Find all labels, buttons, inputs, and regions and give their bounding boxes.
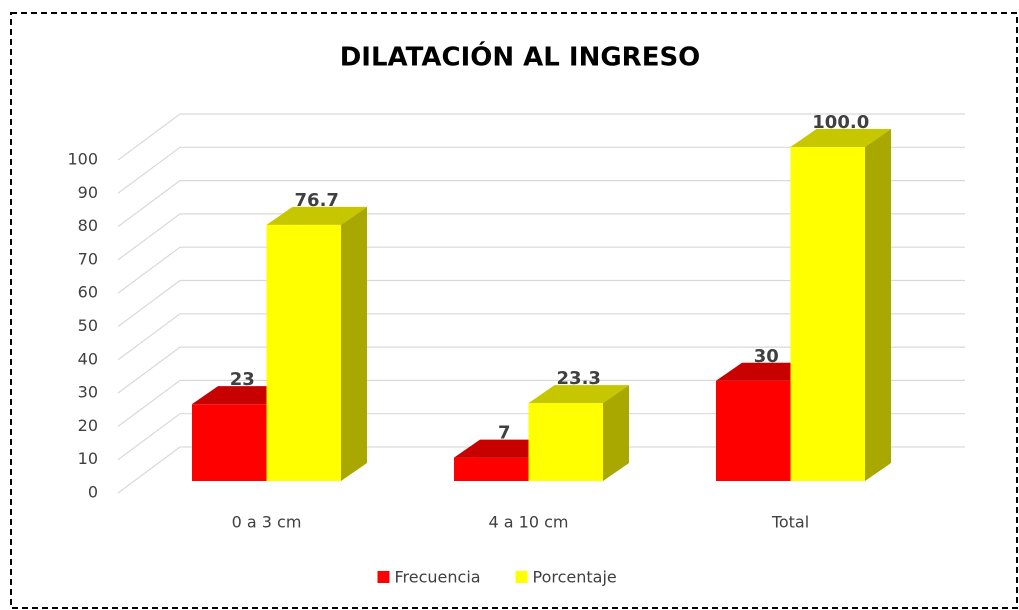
data-label: 23: [230, 369, 255, 390]
data-label: 7: [498, 423, 511, 444]
bar-front: [716, 380, 791, 481]
y-tick-label: 20: [78, 416, 98, 435]
grid-line: [117, 113, 965, 161]
data-label: 23.3: [557, 368, 601, 389]
x-tick-label: Total: [771, 513, 809, 532]
grid-line: [117, 446, 965, 494]
bar-top: [528, 385, 629, 404]
legend-label: Frecuencia: [395, 568, 481, 587]
bar-front: [528, 403, 603, 481]
chart-title: DILATACIÓN AL INGRESO: [340, 41, 701, 73]
grid-line: [117, 313, 965, 361]
y-tick-label: 30: [78, 383, 98, 402]
grid-line: [117, 246, 965, 294]
y-tick-label: 40: [78, 349, 98, 368]
grid-line: [117, 413, 965, 461]
bar-top: [790, 129, 891, 147]
grid-line: [117, 213, 965, 261]
bar-front: [454, 457, 529, 481]
y-tick-label: 100: [67, 150, 98, 169]
bar-front: [790, 147, 865, 481]
bar: [528, 385, 629, 481]
y-tick-label: 50: [78, 316, 98, 335]
bar-top: [266, 206, 367, 225]
legend-swatch: [377, 571, 390, 583]
legend-swatch: [515, 571, 528, 583]
data-label: 30: [754, 346, 779, 367]
grid-line: [117, 180, 965, 228]
bar: [790, 129, 891, 481]
grid-line: [117, 346, 965, 394]
bar-front: [266, 224, 341, 481]
legend-label: Porcentaje: [533, 568, 617, 587]
y-tick-label: 0: [88, 483, 98, 502]
data-label: 100.0: [812, 112, 869, 133]
grid-line: [117, 379, 965, 427]
chart-border: [10, 12, 1018, 609]
bar-side: [341, 206, 367, 481]
y-tick-label: 60: [78, 283, 98, 302]
y-tick-label: 70: [78, 249, 98, 268]
data-label: 76.7: [295, 190, 339, 211]
grid-line: [117, 279, 965, 327]
x-tick-label: 4 a 10 cm: [489, 513, 569, 532]
y-tick-label: 90: [78, 183, 98, 202]
grid-line: [117, 146, 965, 194]
bar-side: [865, 129, 891, 481]
y-tick-label: 80: [78, 216, 98, 235]
bar: [266, 206, 367, 481]
y-tick-label: 10: [78, 449, 98, 468]
x-tick-label: 0 a 3 cm: [232, 513, 302, 532]
bar-side: [603, 385, 629, 481]
bar-front: [192, 404, 267, 481]
